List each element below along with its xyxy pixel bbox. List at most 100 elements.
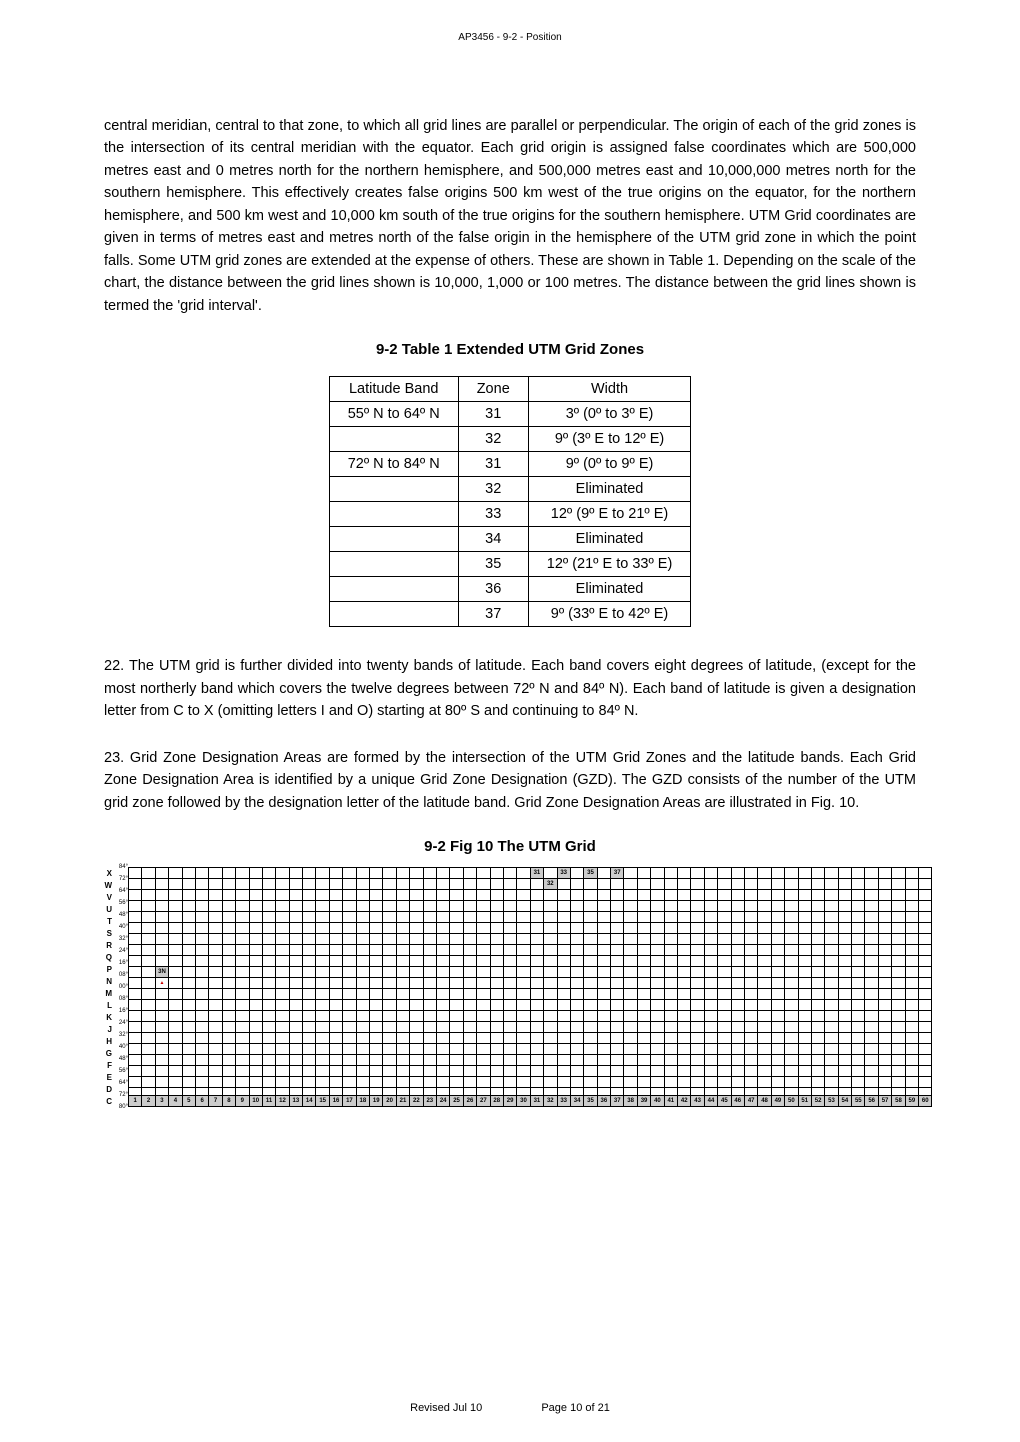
grid-cell: [129, 956, 142, 967]
grid-cell: [503, 967, 516, 978]
zone-number: 33: [557, 1096, 570, 1107]
grid-cell: [624, 912, 637, 923]
grid-cell: [370, 956, 383, 967]
grid-cell: [316, 1066, 329, 1077]
cell: 35: [458, 552, 528, 577]
grid-cell: [892, 1066, 905, 1077]
grid-cell: [329, 890, 342, 901]
grid-cell: [678, 1022, 691, 1033]
grid-cell: [195, 989, 208, 1000]
cell: [329, 602, 458, 627]
grid-cell: [316, 978, 329, 989]
grid-cell: [410, 945, 423, 956]
lon-tick: [396, 1088, 409, 1096]
grid-cell: [490, 1022, 503, 1033]
grid-cell: [744, 1077, 757, 1088]
grid-cell: [651, 945, 664, 956]
grid-cell: [611, 879, 624, 890]
grid-cell: [182, 956, 195, 967]
grid-cell: [262, 1022, 275, 1033]
grid-cell: [356, 989, 369, 1000]
grid-cell: [142, 901, 155, 912]
grid-cell: [316, 1033, 329, 1044]
grid-cell: [611, 934, 624, 945]
grid-cell: [396, 967, 409, 978]
grid-cell: [919, 1055, 932, 1066]
grid-cell: [276, 934, 289, 945]
grid-cell: [383, 1033, 396, 1044]
grid-cell: [155, 1044, 168, 1055]
grid-cell: [811, 1044, 824, 1055]
grid-cell: [383, 1000, 396, 1011]
grid-cell: [329, 1033, 342, 1044]
grid-cell: [570, 1022, 583, 1033]
grid-cell: [129, 989, 142, 1000]
grid-cell: [611, 1033, 624, 1044]
grid-cell: [370, 978, 383, 989]
grid-cell: [316, 934, 329, 945]
grid-cell: [785, 989, 798, 1000]
grid-cell: [396, 1066, 409, 1077]
grid-cell: [303, 1066, 316, 1077]
grid-cell: [731, 1055, 744, 1066]
grid-cell: [637, 956, 650, 967]
grid-cell: [503, 923, 516, 934]
grid-cell: [490, 967, 503, 978]
lon-tick: [570, 1088, 583, 1096]
grid-cell: [919, 956, 932, 967]
grid-cell: [624, 1022, 637, 1033]
grid-cell: [303, 901, 316, 912]
grid-cell: [691, 923, 704, 934]
grid-cell: [865, 956, 878, 967]
grid-cell: [209, 978, 222, 989]
grid-cell: [704, 1022, 717, 1033]
lon-tick: [557, 1088, 570, 1096]
grid-cell: [436, 1022, 449, 1033]
grid-cell: [182, 967, 195, 978]
grid-cell: [262, 923, 275, 934]
grid-cell: [463, 1055, 476, 1066]
grid-cell: [878, 1011, 891, 1022]
lon-tick: [611, 1088, 624, 1096]
grid-cell: [798, 1022, 811, 1033]
degree-label: 56°: [110, 900, 128, 906]
grid-cell: [584, 1066, 597, 1077]
grid-cell: [370, 1077, 383, 1088]
grid-cell: [423, 956, 436, 967]
grid-cell: [303, 1000, 316, 1011]
grid-cell: [436, 989, 449, 1000]
page-header: AP3456 - 9-2 - Position: [0, 0, 1020, 43]
grid-cell: [370, 868, 383, 879]
grid-cell: [195, 1044, 208, 1055]
grid-cell: [356, 879, 369, 890]
grid-cell: [838, 901, 851, 912]
grid-cell: [570, 868, 583, 879]
grid-cell: [584, 1022, 597, 1033]
grid-cell: [825, 989, 838, 1000]
grid-cell: [557, 890, 570, 901]
grid-cell: [865, 1011, 878, 1022]
lon-tick: [195, 1088, 208, 1096]
grid-cell: [731, 1077, 744, 1088]
grid-cell: [383, 989, 396, 1000]
grid-cell: [356, 1077, 369, 1088]
grid-cell: [584, 978, 597, 989]
grid-cell: [557, 934, 570, 945]
grid-cell: [370, 879, 383, 890]
grid-cell: [624, 879, 637, 890]
grid-cell: [731, 967, 744, 978]
zone-number: 5: [182, 1096, 195, 1107]
grid-cell: [865, 967, 878, 978]
table-title: 9-2 Table 1 Extended UTM Grid Zones: [104, 341, 916, 358]
degree-label: 00°: [110, 984, 128, 990]
grid-cell: [865, 1066, 878, 1077]
grid-cell: [303, 1033, 316, 1044]
grid-cell: 31: [530, 868, 543, 879]
grid-cell: [811, 956, 824, 967]
grid-cell: [744, 1066, 757, 1077]
grid-cell: [651, 956, 664, 967]
grid-cell: [838, 956, 851, 967]
grid-cell: [450, 1055, 463, 1066]
grid-cell: [651, 967, 664, 978]
grid-cell: [142, 967, 155, 978]
